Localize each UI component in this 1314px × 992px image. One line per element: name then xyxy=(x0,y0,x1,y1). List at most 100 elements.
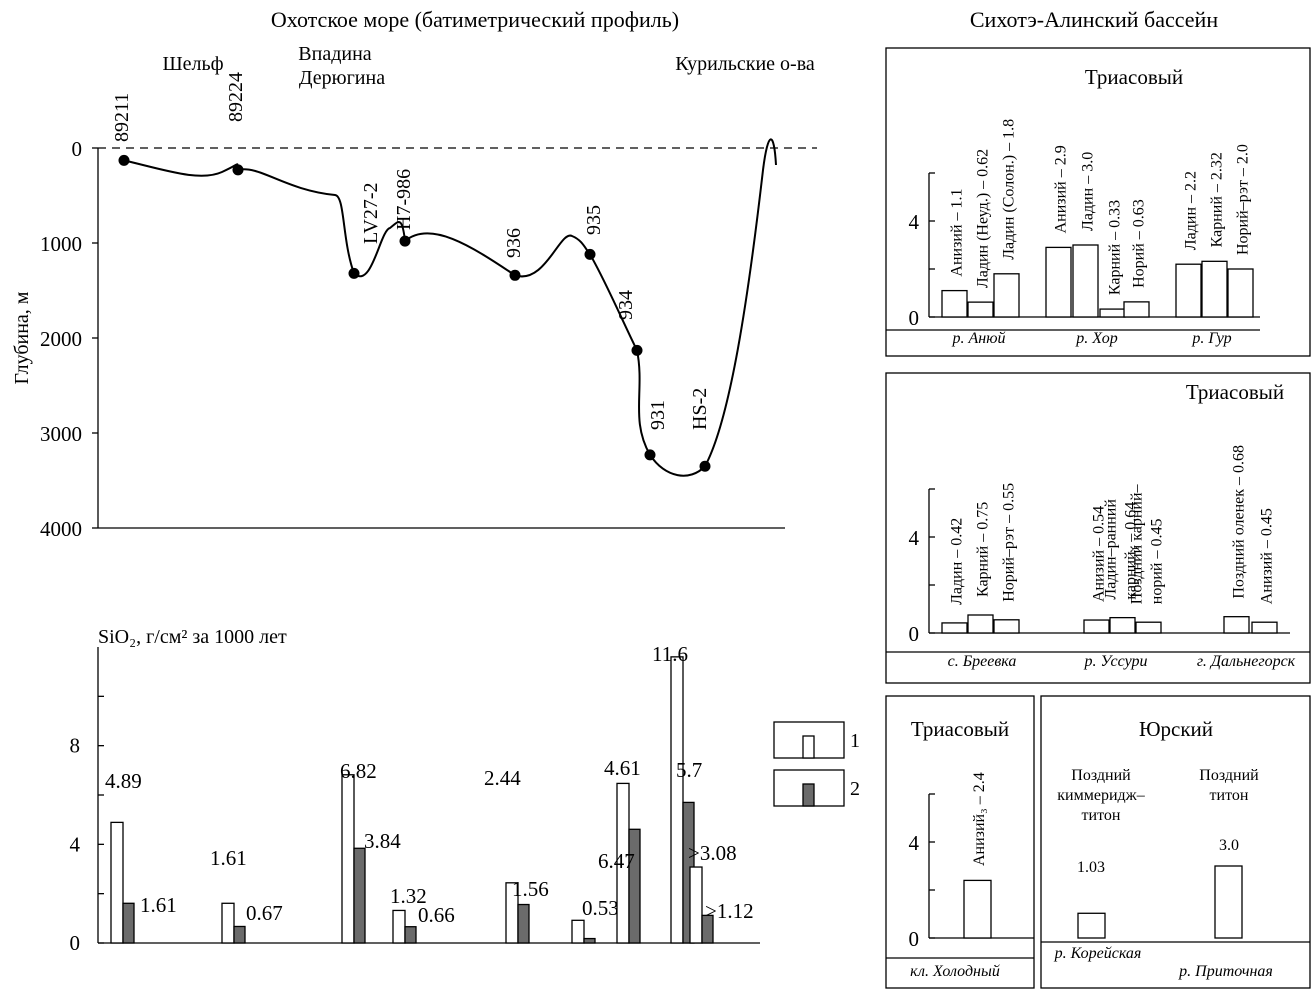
panel-2-bar-label: Анизий – 0.54 xyxy=(1091,506,1108,602)
sio2-data-label-2: 0.67 xyxy=(246,901,283,925)
panel-2-bar xyxy=(967,614,994,634)
panel-4-bar-label: киммеридж– xyxy=(1057,787,1145,804)
region-label-deryugin-2: Дерюгина xyxy=(299,67,385,89)
region-label-shelf: Шельф xyxy=(162,53,223,75)
station-label-931: 931 xyxy=(647,400,669,430)
panel-4-bar-label: титон xyxy=(1082,807,1121,824)
panel-1-bar-label: Норий – 0.63 xyxy=(1131,199,1148,288)
panel-2-bar xyxy=(1223,616,1250,634)
panel-3-y-tick-label: 4 xyxy=(909,831,920,855)
legend-label-2: 2 xyxy=(850,778,860,800)
station-label-89224: 89224 xyxy=(225,72,247,122)
station-point-931 xyxy=(644,449,656,461)
panel-1-bar xyxy=(967,301,994,318)
panel-2-bar-label: норий – 0.45 xyxy=(1149,519,1166,605)
station-label-936: 936 xyxy=(503,228,525,258)
panel-2-category-2: г. Дальнегорск xyxy=(1197,653,1296,670)
sio2-bar-1 xyxy=(670,656,684,944)
sio2-data-label-2: 4.61 xyxy=(604,756,641,780)
panel-3-y-tick-label: 0 xyxy=(909,927,920,951)
panel-1-bar-label: Ладин – 3.0 xyxy=(1080,152,1097,231)
panel-4-bar-label: Поздний xyxy=(1199,767,1259,784)
panel-2-bar-label: Ладин–ранний xyxy=(1103,499,1120,600)
panel-1-bar-label: Ладин (Неуд.) – 0.62 xyxy=(975,149,992,288)
legend-swatch-1 xyxy=(802,735,815,759)
y-tick-label: 1000 xyxy=(40,232,82,256)
station-point-936 xyxy=(509,269,521,281)
sio2-y-tick-label: 0 xyxy=(70,931,81,955)
panel-2-bar-label: Поздний оленек – 0.68 xyxy=(1231,445,1248,599)
panel-2-y-tick-label: 4 xyxy=(909,526,920,550)
station-label-HS-2: HS-2 xyxy=(689,388,711,430)
y-tick-label: 4000 xyxy=(40,517,82,541)
panel-2-bar-label: Ладин – 0.42 xyxy=(949,518,966,605)
panel-1-bar xyxy=(1227,268,1254,318)
y-tick-label: 3000 xyxy=(40,422,82,446)
sio2-data-label-1: >3.08 xyxy=(688,841,737,865)
panel-1-title: Триасовый xyxy=(1085,65,1183,89)
station-label-934: 934 xyxy=(615,290,637,320)
panel-1-y-tick-label: 0 xyxy=(909,306,920,330)
sio2-y-axis-label: SiO₂, г/см² за 1000 лет xyxy=(98,626,287,648)
panel-1-bar-label: Норий–рэт – 2.0 xyxy=(1235,144,1252,255)
panel-2-category-0: с. Бреевка xyxy=(948,653,1017,670)
panel-4-category-1: р. Приточная xyxy=(1178,963,1273,980)
region-label-kuril: Курильские о-ва xyxy=(675,53,815,75)
panel-4-value-label: 3.0 xyxy=(1219,837,1239,854)
profile-title: Охотское море (батиметрический профиль) xyxy=(271,7,679,32)
sio2-data-label-1: 1.32 xyxy=(390,884,427,908)
sio2-bar-2 xyxy=(404,926,417,944)
station-point-HS-2 xyxy=(699,460,711,472)
panel-3-bar-label: Анизий₃ – 2.4 xyxy=(971,772,988,866)
panel-2-title: Триасовый xyxy=(1186,380,1284,404)
panel-1-category-2: р. Гур xyxy=(1191,330,1231,347)
panel-1-category-1: р. Хор xyxy=(1075,330,1117,347)
sio2-data-label-1: 6.47 xyxy=(598,849,635,873)
panel-2-bar xyxy=(1083,619,1110,634)
y-tick-label: 2000 xyxy=(40,327,82,351)
sio2-data-label-1: 11.6 xyxy=(652,642,688,666)
sio2-bar-1 xyxy=(341,774,355,944)
panel-box-2 xyxy=(885,372,1311,684)
panel-1-bar xyxy=(1201,260,1228,318)
sio2-bar-2 xyxy=(701,914,714,944)
station-point-LV27-2 xyxy=(348,267,360,279)
panel-2-bar-label: Норий–рэт – 0.55 xyxy=(1001,483,1018,602)
station-label-LV27-2: LV27-2 xyxy=(360,183,382,244)
panel-2-category-1: р. Уссури xyxy=(1084,653,1148,670)
panel-2-bar-label: карний₁ – 0.64 xyxy=(1123,502,1140,600)
panel-1-bar xyxy=(1175,263,1202,318)
sio2-bar-1 xyxy=(392,909,406,944)
sio2-bar-2 xyxy=(353,847,366,944)
sio2-bar-1 xyxy=(689,866,703,944)
panel-1-bar xyxy=(941,289,968,318)
sio2-data-label-1: 2.44 xyxy=(484,766,521,790)
panel-box-1 xyxy=(885,47,1311,357)
panel-1-bar xyxy=(993,273,1020,318)
y-axis-label: Глубина, м xyxy=(11,291,33,384)
sikhote-title: Сихотэ-Алинский бассейн xyxy=(970,7,1218,32)
sio2-data-label-2: 1.56 xyxy=(512,877,549,901)
sio2-data-label-2: 5.7 xyxy=(676,758,702,782)
panel-2-bar xyxy=(1109,616,1136,634)
region-label-deryugin-1: Впадина xyxy=(298,43,372,65)
sio2-data-label-1: 6.82 xyxy=(340,759,377,783)
sio2-y-tick-label: 4 xyxy=(70,832,81,856)
sio2-bar-chart: SiO₂, г/см² за 1000 лет 0 4 8 4.89 1.61 1.61 0.… xyxy=(70,626,861,955)
panel-2-bar xyxy=(941,622,968,634)
panel-4-bar xyxy=(1214,865,1243,939)
sio2-bar-2 xyxy=(583,937,596,944)
sio2-data-label-1: 1.61 xyxy=(210,846,247,870)
sio2-data-label-2: >1.12 xyxy=(705,899,754,923)
sio2-bar-2 xyxy=(233,925,246,944)
panel-box-4 xyxy=(1040,695,1311,989)
panel-3-bar xyxy=(963,879,992,939)
panel-1-bar-label: Ладин (Солон.) – 1.8 xyxy=(1001,119,1018,260)
station-point-935 xyxy=(584,248,596,260)
legend-swatch-2 xyxy=(802,783,815,807)
station-point-H7-986 xyxy=(399,235,411,247)
panel-2-bar xyxy=(1251,621,1278,634)
seafloor-profile-line xyxy=(123,138,777,477)
legend-label-1: 1 xyxy=(850,730,860,752)
panel-1-bar-label: Карний – 0.33 xyxy=(1107,200,1124,295)
